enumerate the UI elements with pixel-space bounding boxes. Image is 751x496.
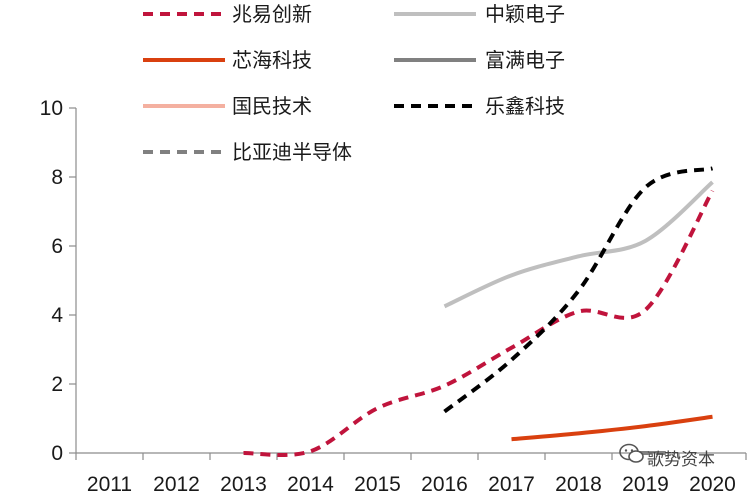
y-axis-ticks: 0 2 4 6 8 10 [40, 97, 76, 465]
watermark-text: 歌势资本 [647, 450, 715, 470]
x-tick-label: 2018 [555, 473, 602, 496]
y-tick-label: 2 [51, 373, 63, 396]
legend-item: 国民技术 [143, 94, 312, 118]
legend-label: 芯海科技 [232, 48, 312, 72]
y-tick-label: 8 [51, 166, 63, 189]
legend-label: 兆易创新 [232, 2, 312, 26]
x-tick-label: 2016 [421, 473, 468, 496]
x-tick-label: 2019 [622, 473, 669, 496]
x-tick-label: 2013 [220, 473, 267, 496]
y-tick-label: 10 [40, 97, 63, 120]
legend-label: 国民技术 [232, 94, 312, 118]
series-lines [243, 166, 715, 457]
x-tick-label: 2017 [488, 473, 535, 496]
legend-label: 中颖电子 [485, 2, 565, 26]
x-axis-ticks: 2011 2012 2013 2014 2015 2016 2017 2018 2019 2020 [75, 453, 747, 496]
y-tick-label: 0 [51, 442, 63, 465]
y-tick-label: 6 [51, 235, 63, 258]
legend-item: 中颖电子 [394, 2, 565, 26]
legend-item: 富满电子 [394, 48, 565, 72]
x-tick-label: 2020 [689, 473, 736, 496]
wechat-icon [619, 443, 644, 463]
watermark: 歌势资本 [619, 443, 715, 470]
legend-item: 比亚迪半导体 [143, 140, 352, 164]
x-tick-label: 2011 [87, 473, 132, 496]
legend-item: 芯海科技 [143, 48, 312, 72]
x-tick-label: 2015 [354, 473, 401, 496]
series-line [243, 189, 715, 457]
x-tick-label: 2014 [287, 473, 334, 496]
axes: 0 2 4 6 8 10 2011 2012 2013 2014 2015 2016 2017 2018… [40, 97, 747, 496]
legend-label: 比亚迪半导体 [232, 140, 352, 164]
legend-label: 富满电子 [485, 48, 565, 72]
legend-item: 兆易创新 [143, 2, 312, 26]
y-tick-label: 4 [51, 304, 63, 327]
x-tick-label: 2012 [153, 473, 200, 496]
series-line [511, 414, 713, 442]
series-line [443, 166, 714, 414]
legend-label: 乐鑫科技 [485, 94, 565, 118]
series-line [443, 180, 714, 309]
legend-item: 乐鑫科技 [394, 94, 565, 118]
